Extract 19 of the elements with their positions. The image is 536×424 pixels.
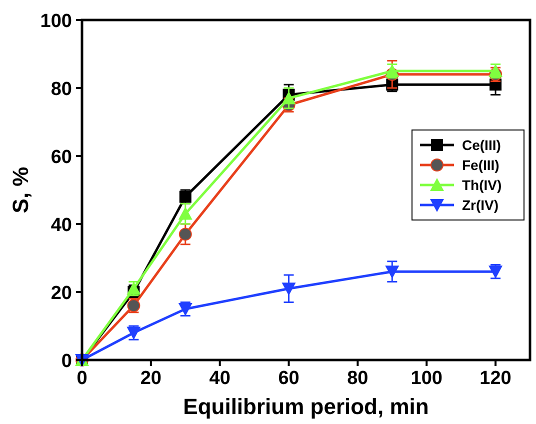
x-tick-label: 80 — [347, 368, 368, 389]
x-tick-label: 0 — [76, 368, 88, 389]
legend-label: Zr(IV) — [462, 197, 499, 213]
y-tick-label: 40 — [50, 215, 72, 236]
y-axis-title: S, % — [8, 166, 33, 214]
x-tick-label: 100 — [410, 368, 442, 389]
x-tick-label: 60 — [278, 368, 300, 389]
y-tick-label: 100 — [40, 11, 72, 32]
x-tick-label: 40 — [209, 368, 230, 389]
y-tick-label: 80 — [50, 79, 72, 100]
x-tick-label: 120 — [480, 368, 512, 389]
x-tick-label: 20 — [140, 368, 162, 389]
y-tick-label: 0 — [61, 351, 72, 372]
legend-label: Fe(III) — [462, 157, 500, 173]
x-axis-title: Equilibrium period, min — [183, 394, 429, 419]
y-tick-label: 20 — [50, 283, 72, 304]
y-tick-label: 60 — [50, 147, 72, 168]
legend-label: Th(IV) — [462, 177, 502, 193]
legend-label: Ce(III) — [462, 137, 501, 153]
